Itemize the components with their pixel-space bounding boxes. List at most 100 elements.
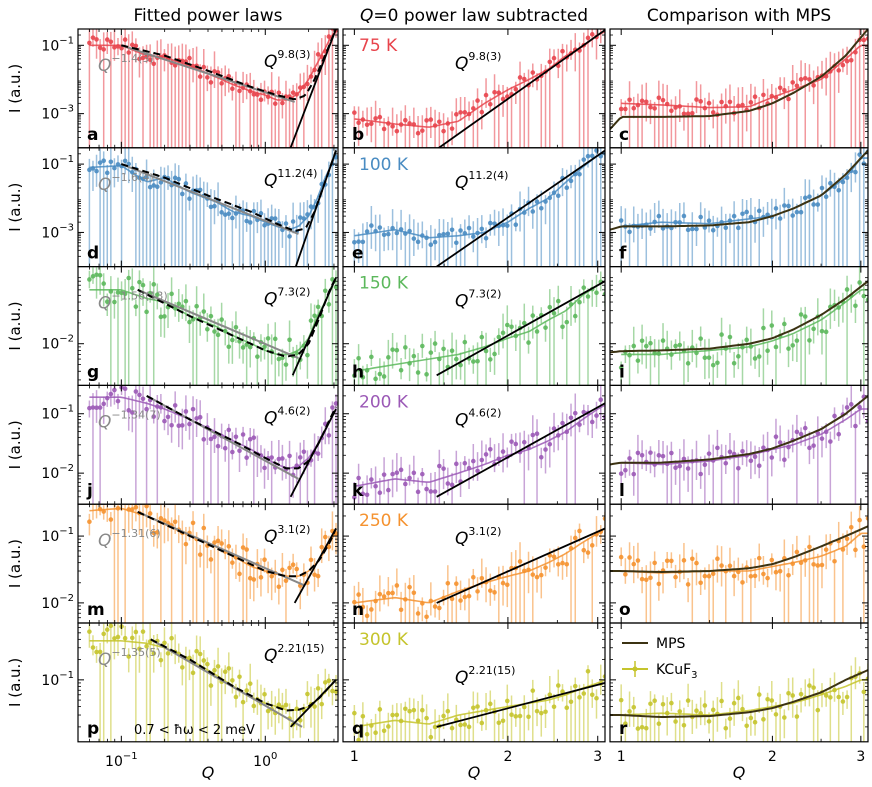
- data-point: [635, 358, 641, 363]
- data-point: [155, 292, 160, 297]
- data-line: [354, 679, 605, 728]
- panel-m-combined-fit: [137, 510, 337, 578]
- data-point: [119, 45, 124, 51]
- data-point: [769, 323, 775, 328]
- data-point: [403, 117, 408, 123]
- data-point: [147, 57, 153, 63]
- data-point: [857, 280, 862, 285]
- data-point: [369, 477, 374, 482]
- panel-e-exponent-label: Q11.2(4): [455, 169, 508, 193]
- data-point: [386, 231, 391, 237]
- panel-m-low-exponent-label: Q−1.31(6): [98, 527, 161, 551]
- data-point: [205, 326, 210, 332]
- data-line: [354, 280, 605, 373]
- data-point: [782, 321, 787, 327]
- data-point: [706, 451, 712, 456]
- data-point: [87, 405, 92, 411]
- data-point: [690, 226, 695, 232]
- data-point: [360, 491, 366, 497]
- data-point: [475, 98, 480, 103]
- data-point: [798, 209, 804, 215]
- data-point: [326, 302, 332, 307]
- data-point: [305, 691, 310, 697]
- data-point: [197, 651, 203, 657]
- data-point: [101, 401, 106, 407]
- data-point: [589, 32, 595, 37]
- panel-r-mps-curve: [610, 669, 868, 718]
- data-point: [740, 706, 745, 712]
- data-point: [269, 216, 274, 221]
- data-point: [140, 282, 146, 288]
- data-point: [466, 724, 472, 730]
- data-point: [283, 362, 289, 367]
- data-point: [551, 55, 557, 61]
- data-point: [631, 705, 637, 710]
- data-point: [648, 701, 653, 707]
- data-point: [530, 688, 536, 693]
- data-point: [618, 471, 624, 476]
- panel-i-data-series: [618, 266, 868, 386]
- data-point: [276, 90, 282, 96]
- data-point: [265, 708, 271, 714]
- data-point: [581, 691, 587, 696]
- data-point: [276, 456, 282, 462]
- panel-d-combined-fit: [121, 150, 337, 232]
- data-point: [462, 594, 468, 600]
- data-point: [315, 573, 321, 579]
- panel-p-combined-fit: [150, 638, 337, 712]
- data-point: [137, 56, 142, 62]
- data-point: [381, 472, 387, 477]
- data-point: [669, 700, 674, 706]
- data-point: [454, 581, 459, 587]
- y-axis-label-5: I (a.u.): [6, 539, 24, 588]
- data-point: [752, 454, 758, 460]
- data-point: [568, 178, 574, 184]
- data-point: [352, 110, 357, 115]
- data-point: [315, 451, 321, 456]
- data-point: [201, 437, 207, 442]
- data-point: [454, 240, 459, 246]
- data-line: [89, 31, 337, 101]
- data-point: [94, 168, 99, 174]
- data-point: [97, 45, 103, 51]
- data-point: [140, 55, 146, 61]
- data-point: [226, 427, 232, 433]
- panel-h-letter: h: [352, 362, 364, 382]
- data-point: [251, 435, 257, 440]
- data-point: [437, 463, 442, 469]
- data-point: [517, 713, 523, 719]
- data-point: [244, 547, 249, 552]
- data-point: [669, 108, 674, 114]
- data-point: [205, 661, 210, 667]
- panel-e-plot-area: [352, 147, 605, 267]
- data-point: [112, 45, 117, 50]
- data-point: [844, 694, 850, 700]
- data-point: [194, 303, 199, 309]
- data-point: [798, 691, 804, 697]
- data-point: [373, 376, 378, 382]
- data-point: [233, 434, 239, 440]
- data-point: [828, 695, 833, 700]
- data-point: [656, 581, 662, 587]
- data-point: [108, 623, 114, 629]
- data-point: [786, 690, 791, 696]
- data-point: [723, 460, 729, 466]
- panel-g-plot-area: [87, 266, 338, 386]
- data-point: [483, 235, 489, 241]
- data-point: [251, 703, 257, 709]
- data-point: [773, 569, 779, 575]
- panel-m-high-q-fit: [293, 528, 337, 604]
- panel-b-exponent-label: Q9.8(3): [455, 50, 501, 74]
- panel-d-low-q-fit: [120, 163, 299, 235]
- y-tick-label: 10−2: [41, 463, 74, 482]
- data-point: [690, 110, 695, 116]
- data-point: [623, 467, 628, 473]
- data-point: [262, 465, 267, 471]
- x-tick-label: 1: [350, 749, 359, 765]
- data-point: [773, 434, 779, 440]
- data-point: [90, 274, 96, 279]
- data-point: [836, 431, 842, 437]
- data-point: [394, 583, 400, 588]
- data-point: [215, 443, 221, 449]
